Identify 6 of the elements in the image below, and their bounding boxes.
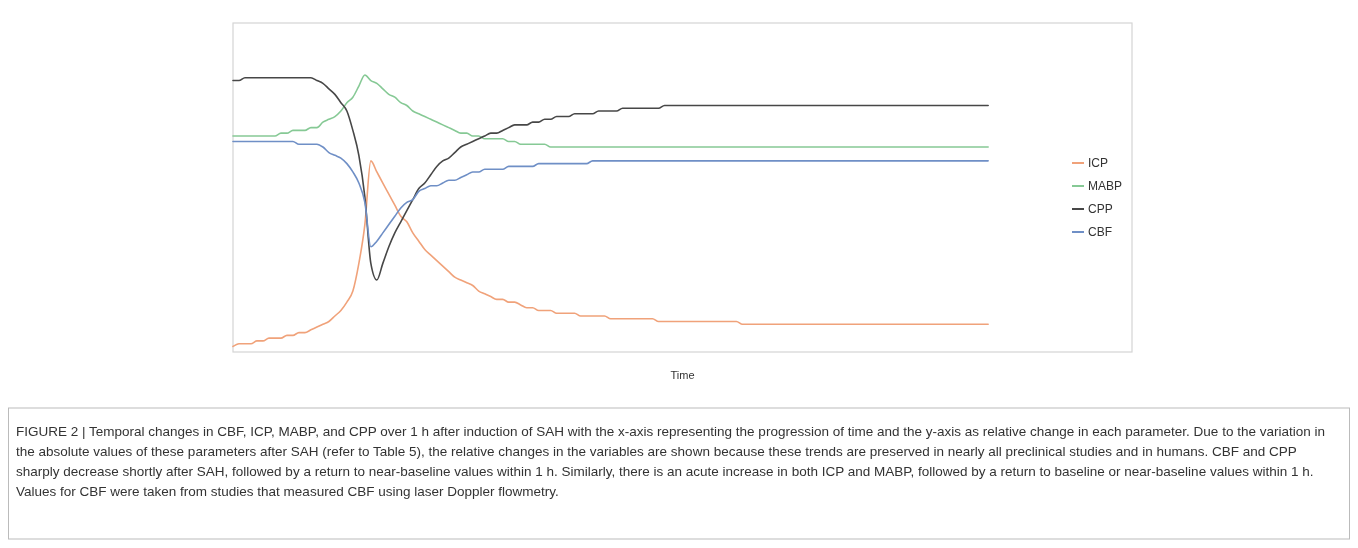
legend-label: CPP	[1088, 202, 1113, 216]
legend-label: MABP	[1088, 179, 1123, 193]
legend-label: CBF	[1088, 225, 1112, 239]
legend-label: ICP	[1088, 156, 1109, 170]
caption: FIGURE 2 | Temporal changes in CBF, ICP, MABP, and CPP over 1 h after induction of SAH with the x-axis representing the progression of time and the y-axis as relative change in each parameter. Due to the variation in the absolute values of these parameters after SAH (refer to Table 5), the relative changes in the variables are shown because these trends are preserved in nearly all preclinical studies and in humans. CBF and CPP sharply decrease shortly after SAH, followed by a return to near-baseline values within 1 h. Similarly, there is an acute increase in both ICP and MABP, followed by a return to baseline or near-baseline values within 1 h. Values for CBF were taken from studies that measured CBF using laser Doppler flowmetry.	[16, 423, 1326, 501]
x-axis-title: Time	[670, 369, 695, 381]
